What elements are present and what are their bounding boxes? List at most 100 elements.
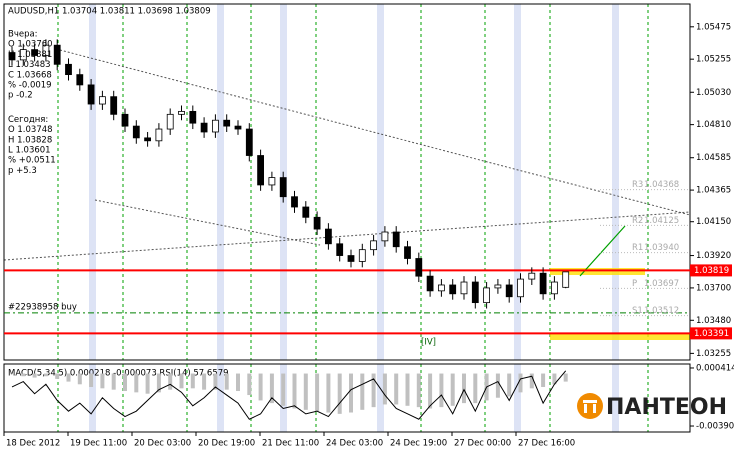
candle-body	[132, 125, 140, 139]
histogram-bar	[281, 373, 286, 406]
histogram-bar	[450, 373, 455, 406]
histogram-bar	[21, 373, 26, 377]
indicator-title: MACD(5,34,5) 0.000218 -0.000073 RSI(14) …	[8, 369, 229, 379]
pivot-value: 1.04368	[644, 180, 679, 190]
candle-body	[494, 284, 502, 289]
histogram-bar	[202, 373, 207, 390]
y-tick-label: 1.03920	[696, 251, 731, 261]
info-line: C 1.03668	[8, 70, 52, 80]
pivot-name: S1	[632, 306, 643, 316]
candle-body	[234, 125, 242, 130]
histogram-bar	[416, 373, 421, 408]
x-tick-label: 27 Dec 16:00	[518, 439, 575, 449]
session-band	[377, 364, 384, 432]
info-line: L 1.03601	[8, 146, 51, 156]
candle-body	[155, 128, 163, 142]
histogram-bar	[10, 373, 14, 375]
candle-body	[76, 74, 84, 86]
highlight-zone	[550, 268, 645, 275]
y-tick-label: 1.03700	[696, 283, 731, 293]
candle-body	[392, 231, 400, 248]
candle-body	[347, 255, 355, 262]
pivot-value: 1.03512	[644, 306, 679, 316]
histogram-bar	[394, 373, 399, 405]
info-line: p +5.3	[8, 166, 37, 176]
main-frame	[3, 3, 691, 361]
histogram-bar	[552, 373, 557, 385]
histogram-bar	[529, 373, 534, 389]
histogram-bar	[337, 373, 342, 414]
candle-body	[302, 206, 310, 218]
candle-body	[358, 249, 366, 262]
histogram-bar	[77, 373, 82, 385]
candle-body	[144, 137, 152, 142]
candle-body	[370, 240, 378, 251]
x-tick-label: 20 Dec 03:00	[134, 439, 191, 449]
session-band	[217, 4, 224, 360]
candle-body	[415, 258, 423, 277]
histogram-bar	[371, 373, 376, 408]
info-line: Сегодня:	[8, 115, 48, 125]
info-line: H 1.03881	[8, 50, 52, 60]
pivot-value: 1.03940	[644, 243, 679, 253]
candle-body	[562, 271, 570, 288]
histogram-bar	[190, 373, 195, 389]
logo-icon	[583, 400, 597, 403]
logo-icon	[584, 404, 587, 413]
session-band	[89, 364, 96, 432]
price-label-box	[690, 264, 732, 277]
histogram-bar	[55, 373, 60, 379]
candle-body	[245, 128, 253, 156]
candle-body	[99, 96, 106, 105]
histogram-bar	[32, 373, 37, 378]
y-tick-label: 1.04585	[696, 153, 731, 163]
y-tick-label: 1.03255	[696, 349, 731, 359]
candle-body	[189, 110, 197, 124]
histogram-bar	[473, 373, 478, 404]
histogram-bar	[179, 373, 184, 389]
histogram-bar	[326, 373, 331, 413]
candle-body	[65, 63, 72, 76]
histogram-bar	[462, 373, 466, 404]
histogram-bar	[563, 373, 568, 382]
candle-body	[460, 281, 468, 295]
candle-body	[223, 119, 231, 127]
candle-body	[528, 272, 536, 280]
y-tick-label: 1.03480	[696, 316, 731, 326]
candle-body	[381, 231, 389, 242]
candle-body	[517, 278, 524, 298]
histogram-bar	[349, 373, 353, 413]
y-tick-label: 1.04365	[696, 186, 731, 196]
x-tick-label: 27 Dec 00:00	[454, 439, 511, 449]
session-band	[612, 4, 619, 360]
candle-body	[539, 272, 547, 295]
info-line: % -0.0019	[8, 81, 52, 91]
histogram-bar	[258, 373, 263, 401]
candle-body	[268, 177, 276, 186]
histogram-bar	[382, 373, 387, 405]
histogram-bar	[269, 373, 274, 404]
candle-body	[121, 113, 129, 127]
chart-title: AUDUSD,H1 1.03704 1.03811 1.03698 1.0380…	[8, 7, 211, 17]
info-line: Вчера:	[8, 30, 38, 40]
candle-body	[211, 119, 219, 133]
x-tick-label: 24 Dec 19:00	[390, 439, 447, 449]
trend-line	[3, 211, 691, 261]
candle-body	[257, 155, 265, 186]
histogram-bar	[43, 373, 48, 377]
x-tick-label: 21 Dec 11:00	[262, 439, 319, 449]
histogram-bar	[405, 373, 410, 406]
histogram-bar	[315, 373, 320, 412]
x-tick-label: 24 Dec 03:00	[326, 439, 383, 449]
histogram-bar	[360, 373, 365, 410]
pivot-value: 1.04125	[644, 216, 679, 226]
indicator-frame	[3, 363, 691, 433]
pivot-name: P	[632, 279, 637, 289]
session-band	[217, 364, 224, 432]
candle-body	[53, 44, 61, 65]
trend-line	[59, 49, 691, 216]
candle-body	[336, 243, 344, 256]
y-tick-label: 1.05475	[696, 22, 731, 32]
